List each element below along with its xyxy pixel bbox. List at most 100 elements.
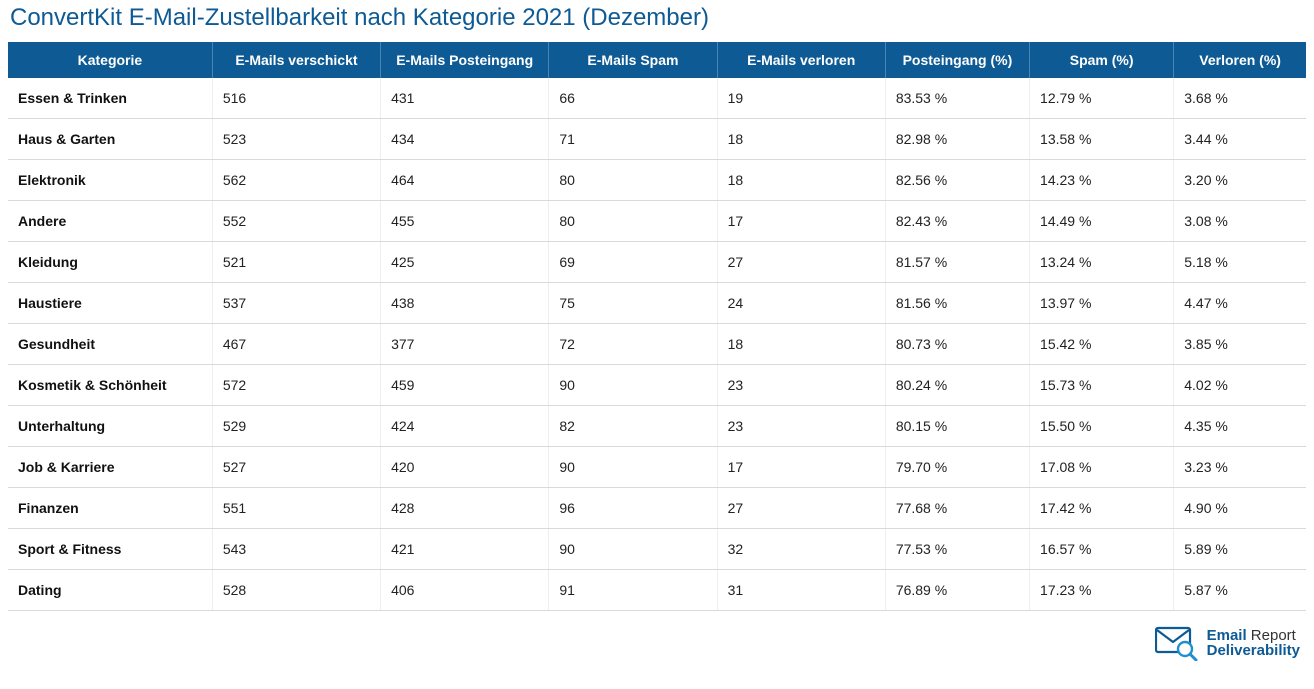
cell-category: Essen & Trinken [8, 78, 212, 119]
col-header-spam: E-Mails Spam [549, 42, 717, 78]
cell-value: 438 [381, 283, 549, 324]
cell-value: 79.70 % [885, 447, 1029, 488]
cell-value: 428 [381, 488, 549, 529]
cell-value: 4.90 % [1174, 488, 1306, 529]
cell-value: 12.79 % [1030, 78, 1174, 119]
cell-value: 77.68 % [885, 488, 1029, 529]
cell-value: 90 [549, 447, 717, 488]
cell-value: 3.20 % [1174, 160, 1306, 201]
cell-value: 82 [549, 406, 717, 447]
cell-value: 18 [717, 119, 885, 160]
cell-category: Haustiere [8, 283, 212, 324]
cell-value: 17 [717, 447, 885, 488]
cell-value: 529 [212, 406, 380, 447]
cell-category: Job & Karriere [8, 447, 212, 488]
cell-value: 82.43 % [885, 201, 1029, 242]
logo-text: Email Report Deliverability [1207, 628, 1300, 658]
cell-value: 17.42 % [1030, 488, 1174, 529]
cell-value: 527 [212, 447, 380, 488]
cell-value: 27 [717, 488, 885, 529]
page-title: ConvertKit E-Mail-Zustellbarkeit nach Ka… [8, 0, 1306, 42]
cell-value: 66 [549, 78, 717, 119]
cell-value: 3.85 % [1174, 324, 1306, 365]
col-header-kategorie: Kategorie [8, 42, 212, 78]
table-row: Kosmetik & Schönheit572459902380.24 %15.… [8, 365, 1306, 406]
cell-category: Andere [8, 201, 212, 242]
cell-value: 75 [549, 283, 717, 324]
col-header-posteingang: E-Mails Posteingang [381, 42, 549, 78]
table-row: Haus & Garten523434711882.98 %13.58 %3.4… [8, 119, 1306, 160]
cell-value: 455 [381, 201, 549, 242]
cell-value: 17 [717, 201, 885, 242]
footer-logo: Email Report Deliverability [8, 611, 1306, 671]
col-header-verloren: E-Mails verloren [717, 42, 885, 78]
cell-value: 81.56 % [885, 283, 1029, 324]
cell-value: 23 [717, 406, 885, 447]
col-header-verloren-pct: Verloren (%) [1174, 42, 1306, 78]
cell-value: 90 [549, 365, 717, 406]
cell-category: Haus & Garten [8, 119, 212, 160]
cell-value: 15.42 % [1030, 324, 1174, 365]
cell-value: 80.73 % [885, 324, 1029, 365]
cell-value: 15.73 % [1030, 365, 1174, 406]
cell-value: 425 [381, 242, 549, 283]
cell-value: 69 [549, 242, 717, 283]
cell-value: 15.50 % [1030, 406, 1174, 447]
cell-category: Kosmetik & Schönheit [8, 365, 212, 406]
cell-value: 96 [549, 488, 717, 529]
cell-value: 76.89 % [885, 570, 1029, 611]
cell-value: 516 [212, 78, 380, 119]
cell-value: 528 [212, 570, 380, 611]
cell-value: 464 [381, 160, 549, 201]
cell-value: 83.53 % [885, 78, 1029, 119]
cell-category: Finanzen [8, 488, 212, 529]
cell-value: 5.18 % [1174, 242, 1306, 283]
table-row: Haustiere537438752481.56 %13.97 %4.47 % [8, 283, 1306, 324]
cell-value: 467 [212, 324, 380, 365]
col-header-spam-pct: Spam (%) [1030, 42, 1174, 78]
cell-value: 521 [212, 242, 380, 283]
cell-value: 71 [549, 119, 717, 160]
cell-category: Gesundheit [8, 324, 212, 365]
cell-value: 72 [549, 324, 717, 365]
cell-value: 14.49 % [1030, 201, 1174, 242]
table-header-row: Kategorie E-Mails verschickt E-Mails Pos… [8, 42, 1306, 78]
cell-value: 3.23 % [1174, 447, 1306, 488]
cell-category: Sport & Fitness [8, 529, 212, 570]
cell-category: Elektronik [8, 160, 212, 201]
cell-value: 13.97 % [1030, 283, 1174, 324]
cell-value: 406 [381, 570, 549, 611]
cell-value: 562 [212, 160, 380, 201]
cell-value: 13.58 % [1030, 119, 1174, 160]
col-header-verschickt: E-Mails verschickt [212, 42, 380, 78]
logo-line2: Deliverability [1207, 643, 1300, 658]
cell-value: 5.89 % [1174, 529, 1306, 570]
cell-value: 82.98 % [885, 119, 1029, 160]
cell-value: 434 [381, 119, 549, 160]
cell-value: 31 [717, 570, 885, 611]
table-row: Kleidung521425692781.57 %13.24 %5.18 % [8, 242, 1306, 283]
cell-value: 82.56 % [885, 160, 1029, 201]
cell-value: 3.68 % [1174, 78, 1306, 119]
cell-value: 13.24 % [1030, 242, 1174, 283]
cell-value: 3.44 % [1174, 119, 1306, 160]
cell-value: 32 [717, 529, 885, 570]
cell-value: 424 [381, 406, 549, 447]
cell-value: 572 [212, 365, 380, 406]
cell-value: 459 [381, 365, 549, 406]
cell-value: 5.87 % [1174, 570, 1306, 611]
cell-value: 3.08 % [1174, 201, 1306, 242]
table-row: Sport & Fitness543421903277.53 %16.57 %5… [8, 529, 1306, 570]
deliverability-table: Kategorie E-Mails verschickt E-Mails Pos… [8, 42, 1306, 611]
col-header-posteingang-pct: Posteingang (%) [885, 42, 1029, 78]
table-row: Finanzen551428962777.68 %17.42 %4.90 % [8, 488, 1306, 529]
cell-value: 543 [212, 529, 380, 570]
cell-value: 18 [717, 160, 885, 201]
cell-value: 4.47 % [1174, 283, 1306, 324]
cell-value: 19 [717, 78, 885, 119]
cell-value: 431 [381, 78, 549, 119]
table-row: Andere552455801782.43 %14.49 %3.08 % [8, 201, 1306, 242]
table-row: Dating528406913176.89 %17.23 %5.87 % [8, 570, 1306, 611]
envelope-magnifier-icon [1155, 625, 1199, 661]
cell-value: 81.57 % [885, 242, 1029, 283]
